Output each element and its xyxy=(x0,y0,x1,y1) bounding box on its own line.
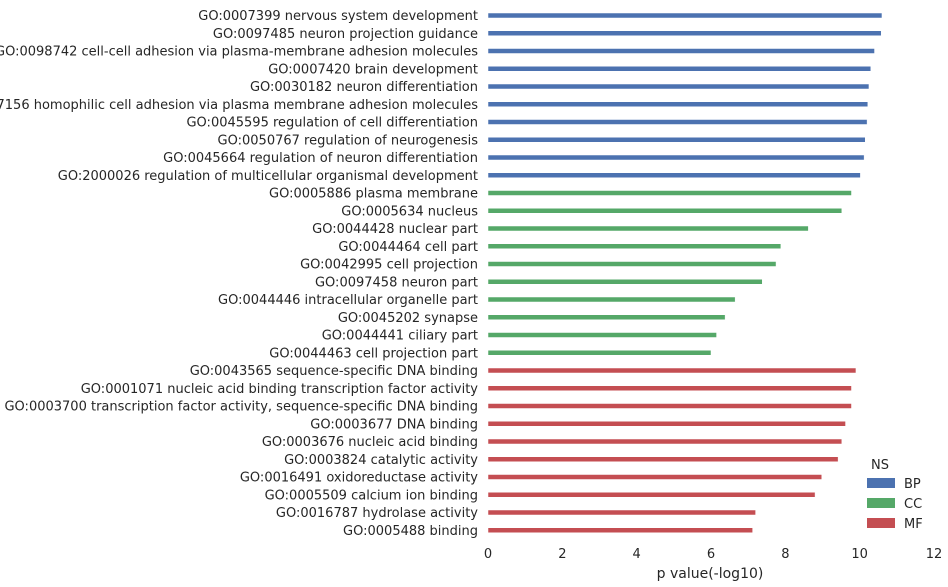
category-label: GO:2000026 regulation of multicellular o… xyxy=(58,169,478,184)
legend: NS BP CC MF xyxy=(867,458,923,532)
bar xyxy=(487,208,843,214)
bar xyxy=(487,137,866,143)
category-label: GO:0007420 brain development xyxy=(268,62,478,77)
category-label: GO:0007156 homophilic cell adhesion via … xyxy=(0,98,478,113)
category-label: GO:0003824 catalytic activity xyxy=(284,453,478,468)
category-label: GO:0044446 intracellular organelle part xyxy=(218,293,478,308)
category-label: GO:0045202 synapse xyxy=(338,311,478,326)
category-labels-group: GO:0007399 nervous system development GO:… xyxy=(0,9,478,539)
category-label: GO:0097485 neuron projection guidance xyxy=(213,27,478,42)
category-label: GO:0016491 oxidoreductase activity xyxy=(240,471,478,486)
category-label: GO:0042995 cell projection xyxy=(300,258,478,273)
bar xyxy=(487,438,843,445)
category-label: GO:0030182 neuron differentiation xyxy=(250,80,478,95)
category-label: GO:0005488 binding xyxy=(343,524,478,539)
category-label: GO:0001071 nucleic acid binding transcri… xyxy=(81,382,479,397)
category-label: GO:0045664 regulation of neuron differen… xyxy=(163,151,478,166)
category-label: GO:0005634 nucleus xyxy=(341,204,478,219)
category-label: GO:0044441 ciliary part xyxy=(322,329,478,344)
bar xyxy=(487,314,726,320)
bar xyxy=(487,367,857,374)
bar xyxy=(487,492,816,498)
bar xyxy=(487,119,868,125)
bar xyxy=(487,154,865,161)
x-tick-label: 12 xyxy=(926,547,943,562)
category-label: GO:0003677 DNA binding xyxy=(310,417,478,432)
x-axis-label: p value(-log10) xyxy=(657,566,764,582)
legend-swatch xyxy=(867,498,895,508)
category-label: GO:0098742 cell-cell adhesion via plasma… xyxy=(0,45,478,60)
bar xyxy=(487,83,870,90)
legend-title: NS xyxy=(871,458,889,473)
category-label: GO:0043565 sequence-specific DNA binding xyxy=(190,364,478,379)
legend-swatch xyxy=(867,478,895,488)
bar xyxy=(487,456,839,462)
category-label: GO:0016787 hydrolase activity xyxy=(276,506,478,521)
category-label: GO:0007399 nervous system development xyxy=(198,9,478,24)
bar xyxy=(487,12,883,19)
legend-label: MF xyxy=(904,517,923,532)
bar xyxy=(487,243,782,249)
bar xyxy=(487,48,875,54)
category-label: GO:0045595 regulation of cell differenti… xyxy=(186,116,478,131)
x-tick-label: 8 xyxy=(781,547,789,562)
x-tick-label: 0 xyxy=(484,547,492,562)
bar xyxy=(487,385,852,391)
bar xyxy=(487,261,777,267)
bar xyxy=(487,332,717,338)
legend-label: CC xyxy=(904,497,922,512)
bar xyxy=(487,421,846,427)
bar xyxy=(487,101,869,107)
legend-swatch xyxy=(867,518,895,528)
x-tick-label: 2 xyxy=(558,547,566,562)
category-label: GO:0003676 nucleic acid binding xyxy=(262,435,478,450)
bar xyxy=(487,296,736,303)
category-label: GO:0005509 calcium ion binding xyxy=(265,488,478,503)
bar xyxy=(487,350,712,356)
bar xyxy=(487,172,861,178)
category-label: GO:0044463 cell projection part xyxy=(269,346,478,361)
x-tick-label: 6 xyxy=(707,547,715,562)
bars-group xyxy=(487,12,883,533)
x-tick-label: 10 xyxy=(851,547,868,562)
bar xyxy=(487,30,882,36)
legend-label: BP xyxy=(904,477,921,492)
bar xyxy=(487,279,763,285)
category-label: GO:0044428 nuclear part xyxy=(312,222,478,237)
x-tick-label: 4 xyxy=(633,547,641,562)
bar xyxy=(487,66,872,72)
category-label: GO:0005886 plasma membrane xyxy=(269,187,478,202)
category-label: GO:0050767 regulation of neurogenesis xyxy=(218,133,479,148)
bar xyxy=(487,190,852,196)
bar xyxy=(487,403,852,409)
bar xyxy=(487,474,823,480)
bar xyxy=(487,527,753,533)
bar xyxy=(487,509,756,516)
category-label: GO:0044464 cell part xyxy=(338,240,478,255)
category-label: GO:0097458 neuron part xyxy=(315,275,478,290)
bar xyxy=(487,225,809,232)
category-label: GO:0003700 transcription factor activity… xyxy=(4,400,478,415)
x-ticks-group: 0 2 4 6 8 10 12 xyxy=(484,547,942,562)
